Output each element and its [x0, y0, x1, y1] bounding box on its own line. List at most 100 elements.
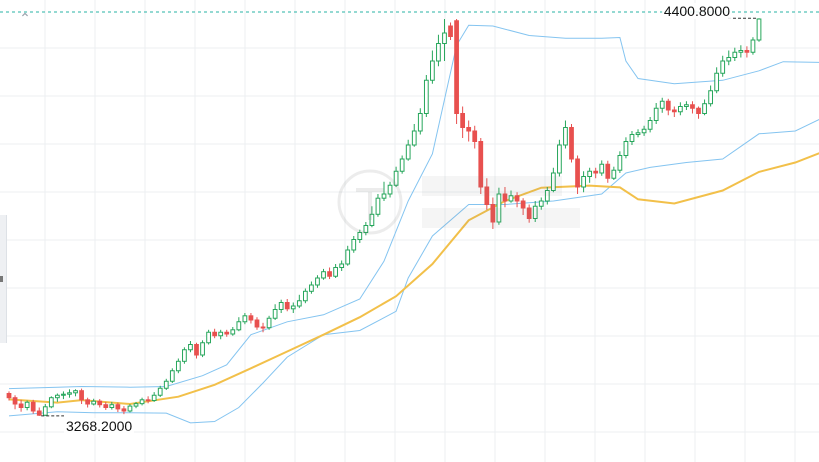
candle-body-up	[48, 397, 54, 408]
candle	[502, 187, 508, 208]
candle-body-up	[617, 155, 623, 171]
candle-body-up	[375, 197, 381, 215]
candle	[260, 322, 266, 333]
candle-body-up	[611, 169, 617, 179]
candle	[411, 124, 417, 147]
candle-body-down	[79, 390, 84, 401]
candle	[671, 106, 677, 117]
candle-body-down	[12, 397, 18, 405]
candle-body-up	[587, 170, 593, 177]
candle	[623, 137, 629, 159]
candle-body-up	[333, 267, 338, 277]
candle	[514, 192, 520, 208]
candle	[254, 317, 260, 330]
candle	[490, 197, 496, 229]
candle	[6, 391, 12, 401]
candle-body-up	[133, 403, 139, 407]
candle	[42, 404, 48, 416]
candle	[563, 120, 568, 149]
candle-body-down	[472, 130, 478, 142]
candle	[302, 288, 308, 304]
candle	[617, 151, 623, 173]
candle	[520, 198, 526, 215]
candle-body-down	[593, 170, 599, 174]
candle-body-down	[744, 50, 750, 53]
candle-body-up	[738, 50, 744, 53]
candle-body-down	[466, 127, 472, 132]
candle	[684, 101, 689, 110]
candle-body-up	[629, 134, 635, 142]
candle	[36, 407, 42, 416]
candles	[6, 18, 762, 416]
candle	[296, 294, 302, 309]
candle-body-up	[714, 72, 720, 92]
candle	[266, 315, 272, 330]
candle	[423, 75, 429, 117]
candle	[611, 166, 617, 180]
candle	[85, 397, 91, 408]
handle-grip-icon	[0, 276, 3, 282]
candle-body-up	[302, 290, 308, 302]
candle	[157, 385, 163, 397]
candle-body-down	[502, 193, 508, 202]
candle-body-up	[127, 405, 133, 412]
candle	[714, 67, 720, 94]
candle-body-up	[236, 321, 242, 331]
candle	[665, 98, 671, 116]
candle-body-up	[423, 79, 429, 114]
candle-body-up	[702, 103, 707, 114]
candle-body-up	[405, 144, 411, 160]
candle	[357, 229, 363, 243]
candle	[387, 181, 393, 198]
candle-body-up	[417, 113, 423, 132]
candle-body-up	[357, 232, 363, 240]
candle	[484, 178, 490, 210]
candle-body-down	[18, 403, 24, 408]
candle-body-up	[278, 302, 284, 310]
candle	[550, 167, 556, 193]
candle	[690, 101, 695, 114]
candle	[121, 406, 127, 415]
candle-body-up	[169, 370, 175, 382]
candle-body-up	[109, 404, 115, 409]
candle	[212, 328, 218, 339]
candle	[653, 103, 659, 124]
candle	[115, 402, 121, 413]
chevron-up-icon[interactable]: ⌃	[19, 11, 31, 27]
candle-body-down	[194, 344, 199, 356]
candle	[750, 37, 756, 55]
candle	[345, 245, 351, 266]
candle	[18, 399, 24, 412]
candle	[569, 124, 574, 163]
bollinger-lower-band	[8, 119, 819, 424]
side-panel-handle[interactable]	[0, 215, 7, 343]
candle	[738, 45, 744, 58]
candle	[381, 181, 387, 201]
candle-body-down	[448, 25, 453, 37]
candle-body-up	[581, 176, 586, 188]
candle	[127, 404, 133, 413]
candle	[48, 396, 54, 409]
candle	[309, 281, 314, 294]
candle	[315, 275, 320, 288]
candle-body-up	[188, 344, 193, 351]
candle	[635, 129, 641, 138]
candle-body-up	[436, 43, 441, 62]
candle	[430, 50, 435, 84]
candle-body-up	[677, 106, 683, 113]
candle	[73, 389, 78, 397]
candle	[702, 99, 707, 116]
candle-body-down	[248, 315, 254, 321]
candle	[369, 206, 375, 228]
candle	[405, 139, 411, 161]
candle	[466, 120, 472, 142]
candle	[478, 138, 484, 194]
candle-body-up	[230, 329, 236, 335]
candle-body-down	[145, 399, 151, 402]
candle-body-down	[121, 408, 127, 412]
candle	[677, 102, 683, 116]
candle-body-up	[599, 163, 605, 174]
candle	[557, 139, 562, 177]
candle	[732, 47, 738, 61]
